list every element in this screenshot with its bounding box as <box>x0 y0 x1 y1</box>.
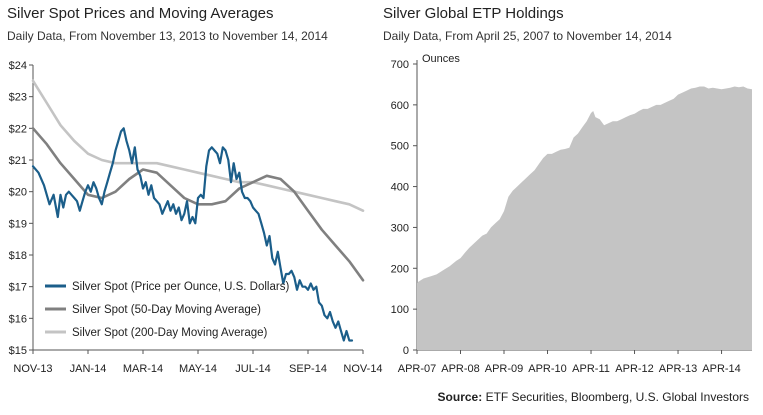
right-area-fill <box>417 86 752 350</box>
left-x-tick-label: JAN-14 <box>70 363 107 375</box>
left-chart-title: Silver Spot Prices and Moving Averages <box>7 5 274 22</box>
left-y-tick-label: $17 <box>9 282 27 294</box>
right-chart-subtitle: Daily Data, From April 25, 2007 to Novem… <box>383 29 672 43</box>
right-x-tick-label: APR-08 <box>441 363 480 375</box>
left-y-tick-label: $21 <box>9 155 27 167</box>
left-legend: Silver Spot (Price per Ounce, U.S. Dolla… <box>45 281 289 339</box>
left-x-tick-label: NOV-13 <box>13 363 52 375</box>
left-x-tick-label: NOV-14 <box>343 363 382 375</box>
left-y-tick-label: $16 <box>9 313 27 325</box>
right-y-tick-label: 700 <box>391 59 409 71</box>
right-x-tick-label: APR-12 <box>615 363 654 375</box>
left-y-tick-label: $19 <box>9 218 27 230</box>
source-text: ETF Securities, Bloomberg, U.S. Global I… <box>485 390 749 404</box>
left-series-line-0 <box>31 127 354 342</box>
right-y-tick-label: 400 <box>391 182 409 194</box>
legend-label-0: Silver Spot (Price per Ounce, U.S. Dolla… <box>72 281 289 293</box>
left-y-tick-label: $20 <box>9 187 27 199</box>
left-chart: $15 $16 $17 $18 $19 $20 $21 $22 $23 $24 NOV-13 JAN… <box>9 60 383 375</box>
left-chart-subtitle: Daily Data, From November 13, 2013 to No… <box>7 29 328 43</box>
right-x-tick-label: APR-14 <box>702 363 741 375</box>
left-x-tick-label: MAY-14 <box>179 363 217 375</box>
right-area-series <box>417 86 752 350</box>
right-y-tick-label: 200 <box>391 263 409 275</box>
right-x-tick-label: APR-09 <box>485 363 524 375</box>
legend-label-2: Silver Spot (200-Day Moving Average) <box>72 327 268 339</box>
right-x-tick-label: APR-11 <box>572 363 610 375</box>
left-x-tick-label: JUL-14 <box>235 363 270 375</box>
right-y-tick-labels: 0 100 200 300 400 500 600 700 <box>391 59 417 357</box>
left-y-tick-label: $15 <box>9 345 27 357</box>
right-y-tick-label: 300 <box>391 222 409 234</box>
right-y-tick-label: 500 <box>391 141 409 153</box>
left-x-tick-label: SEP-14 <box>289 363 327 375</box>
right-x-tick-labels: APR-07 APR-08 APR-09 APR-10 APR-11 APR-12 APR-… <box>398 350 741 375</box>
left-y-tick-label: $23 <box>9 92 27 104</box>
right-x-tick-label: APR-10 <box>528 363 567 375</box>
right-x-tick-label: APR-13 <box>659 363 698 375</box>
left-x-tick-label: MAR-14 <box>123 363 163 375</box>
left-y-tick-labels: $15 $16 $17 $18 $19 $20 $21 $22 $23 $24 <box>9 60 33 357</box>
right-chart-title: Silver Global ETP Holdings <box>383 5 564 22</box>
left-y-tick-label: $18 <box>9 250 27 262</box>
legend-label-1: Silver Spot (50-Day Moving Average) <box>72 304 261 316</box>
left-series-lines <box>31 79 365 342</box>
left-y-tick-label: $24 <box>9 60 27 72</box>
right-unit-label: Ounces <box>422 53 460 65</box>
left-y-tick-label: $22 <box>9 123 27 135</box>
right-x-tick-label: APR-07 <box>398 363 437 375</box>
left-x-tick-labels: NOV-13 JAN-14 MAR-14 MAY-14 JUL-14 SEP-14 NOV-… <box>13 350 383 375</box>
right-y-tick-label: 100 <box>391 304 409 316</box>
right-y-tick-label: 600 <box>391 100 409 112</box>
right-y-tick-label: 0 <box>403 345 409 357</box>
source-note: Source: ETF Securities, Bloomberg, U.S. … <box>438 390 749 404</box>
source-label: Source: <box>437 390 483 404</box>
left-series-line-2 <box>31 79 365 212</box>
